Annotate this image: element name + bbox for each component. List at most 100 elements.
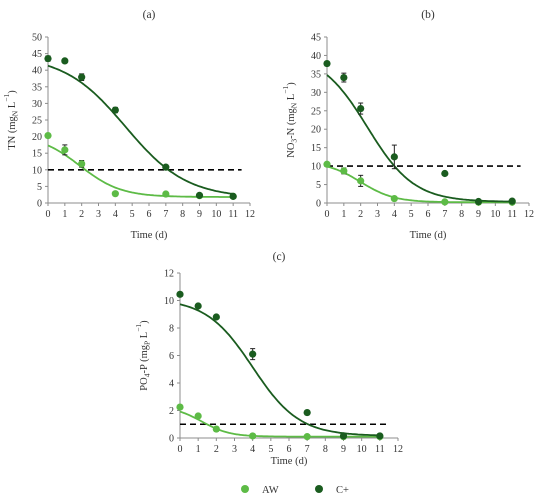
data-point-cplus — [176, 290, 184, 298]
legend-marker-aw — [241, 485, 249, 493]
data-point-cplus — [212, 313, 220, 321]
panel-label: (a) — [143, 9, 156, 21]
y-tick-label: 0 — [316, 199, 321, 210]
y-axis-title: TN (mgN L−1) — [2, 90, 20, 150]
y-tick-label: 25 — [311, 106, 321, 117]
y-axis-title: PO4-P (mgP L−1) — [134, 320, 152, 391]
x-tick-label: 0 — [46, 209, 51, 220]
x-tick-label: 3 — [232, 444, 237, 455]
legend: AW C+ — [241, 485, 349, 496]
x-tick-label: 5 — [409, 209, 414, 220]
data-point-aw — [303, 433, 311, 441]
y-tick-label: 25 — [32, 116, 42, 127]
y-tick-label: 30 — [311, 88, 321, 99]
y-tick-label: 6 — [169, 351, 174, 362]
data-point-aw — [61, 146, 69, 154]
x-tick-label: 12 — [393, 444, 403, 455]
y-tick-label: 5 — [316, 180, 321, 191]
data-point-aw — [78, 160, 86, 168]
x-tick-label: 6 — [147, 209, 152, 220]
y-tick-label: 15 — [311, 143, 321, 154]
y-tick-label: 0 — [37, 199, 42, 210]
x-tick-label: 10 — [211, 209, 221, 220]
data-point-aw — [44, 132, 52, 140]
x-tick-label: 6 — [287, 444, 292, 455]
y-tick-label: 40 — [32, 66, 42, 77]
data-point-aw — [194, 412, 202, 420]
fit-curve-cplus — [47, 64, 234, 195]
data-point-aw — [323, 160, 331, 168]
data-point-aw — [212, 425, 220, 433]
x-tick-label: 5 — [268, 444, 273, 455]
data-point-cplus — [195, 191, 204, 199]
data-point-cplus — [194, 302, 202, 310]
data-point-aw — [249, 432, 257, 440]
x-tick-label: 12 — [245, 209, 255, 220]
x-tick-label: 10 — [490, 209, 500, 220]
x-tick-label: 6 — [426, 209, 431, 220]
panel-label: (b) — [421, 9, 435, 21]
x-tick-label: 3 — [96, 209, 101, 220]
x-tick-label: 9 — [341, 444, 346, 455]
y-tick-label: 40 — [311, 51, 321, 62]
data-point-cplus — [441, 169, 449, 178]
y-tick-label: 2 — [169, 406, 174, 417]
data-point-cplus — [44, 54, 52, 63]
panel-label: (c) — [273, 251, 286, 263]
y-tick-label: 5 — [37, 182, 42, 193]
x-axis-title: Time (d) — [271, 456, 308, 467]
data-point-cplus — [340, 73, 348, 82]
data-point-cplus — [474, 197, 483, 206]
data-point-cplus — [357, 104, 365, 113]
data-point-aw — [357, 177, 365, 185]
x-tick-label: 0 — [325, 209, 330, 220]
y-tick-label: 50 — [32, 33, 42, 44]
data-point-cplus — [303, 408, 311, 417]
x-tick-label: 4 — [250, 444, 255, 455]
fit-curve-cplus — [326, 74, 513, 203]
data-point-aw — [111, 190, 119, 198]
x-tick-label: 7 — [305, 444, 310, 455]
y-tick-label: 12 — [164, 269, 174, 280]
x-tick-label: 8 — [459, 209, 464, 220]
y-tick-label: 10 — [164, 296, 174, 307]
x-tick-label: 1 — [62, 209, 67, 220]
data-point-cplus — [162, 163, 170, 171]
x-tick-label: 4 — [113, 209, 118, 220]
x-tick-label: 9 — [476, 209, 481, 220]
data-point-cplus — [249, 350, 257, 358]
y-tick-label: 8 — [169, 324, 174, 335]
x-axis-title: Time (d) — [131, 230, 168, 241]
x-tick-label: 8 — [180, 209, 185, 220]
fit-curve-aw — [326, 165, 513, 204]
data-point-cplus — [111, 106, 119, 114]
y-tick-label: 10 — [32, 165, 42, 176]
data-point-cplus — [508, 197, 516, 205]
y-tick-label: 0 — [169, 434, 174, 445]
y-tick-label: 4 — [169, 379, 174, 390]
x-tick-label: 11 — [228, 209, 238, 220]
data-point-cplus — [229, 192, 237, 200]
y-tick-label: 35 — [311, 69, 321, 80]
y-tick-label: 20 — [32, 132, 42, 143]
y-tick-label: 15 — [32, 149, 42, 160]
data-point-cplus — [323, 59, 331, 68]
y-tick-label: 45 — [311, 33, 321, 44]
data-point-aw — [390, 194, 398, 203]
y-axis-title: NO3-N (mgN L−1) — [281, 82, 299, 158]
x-tick-label: 8 — [323, 444, 328, 455]
x-tick-label: 12 — [524, 209, 534, 220]
y-tick-label: 35 — [32, 82, 42, 93]
x-tick-label: 0 — [178, 444, 183, 455]
fit-curve-aw — [47, 144, 234, 198]
data-point-aw — [441, 198, 449, 206]
x-tick-label: 3 — [375, 209, 380, 220]
y-tick-label: 30 — [32, 99, 42, 110]
x-tick-label: 5 — [130, 209, 135, 220]
x-tick-label: 11 — [507, 209, 517, 220]
y-tick-label: 45 — [32, 49, 42, 60]
